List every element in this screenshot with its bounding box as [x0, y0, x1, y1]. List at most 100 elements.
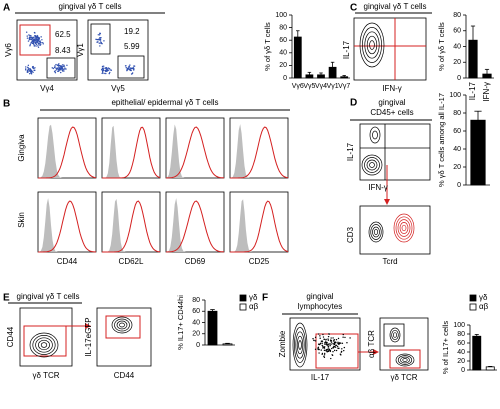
- flow-plot: [353, 17, 427, 81]
- event-dot: [335, 341, 337, 344]
- gate: [117, 55, 145, 79]
- event-dot: [323, 338, 325, 341]
- x-tick-label: Vγ6: [292, 83, 304, 90]
- event-dot: [333, 339, 335, 341]
- event-dot: [125, 65, 127, 67]
- event-dot: [342, 336, 344, 338]
- event-dot: [26, 35, 28, 37]
- event-dot: [104, 70, 107, 72]
- axis-label: Zombie: [278, 330, 287, 357]
- histogram-sample: [102, 200, 161, 253]
- legend-swatch: [469, 303, 477, 311]
- event-dot: [329, 344, 331, 347]
- contour: [114, 318, 130, 332]
- row-label: Gingiva: [17, 134, 26, 162]
- event-dot: [128, 66, 130, 68]
- event-dot: [331, 354, 333, 356]
- event-dot: [327, 346, 329, 348]
- event-dot: [107, 67, 110, 69]
- event-dot: [324, 342, 326, 344]
- event-dot: [129, 64, 131, 66]
- contour: [116, 320, 128, 330]
- axis-label: CD44: [114, 371, 135, 380]
- panel-title: gingival: [306, 292, 333, 301]
- event-dot: [97, 39, 99, 41]
- event-dot: [97, 34, 100, 36]
- panel-title: lymphocytes: [298, 302, 342, 311]
- event-dot: [330, 343, 332, 345]
- event-dot: [54, 70, 56, 72]
- contour: [399, 222, 409, 234]
- event-dot: [42, 41, 44, 44]
- contour: [32, 335, 56, 355]
- event-dot: [325, 338, 327, 341]
- contour: [395, 216, 413, 240]
- event-dot: [330, 347, 333, 350]
- event-dot: [38, 36, 40, 39]
- y-tick-label: 0: [283, 75, 287, 82]
- bar: [482, 73, 492, 79]
- panel-letter: B: [3, 99, 10, 110]
- legend-label: γδ: [249, 293, 258, 302]
- event-dot: [60, 71, 62, 74]
- y-tick-label: 100: [275, 12, 287, 19]
- flow-plot: [289, 317, 361, 371]
- event-dot: [34, 34, 36, 37]
- panel-letter: C: [350, 3, 357, 14]
- event-dot: [32, 67, 35, 69]
- event-dot: [98, 39, 101, 41]
- y-axis-label: % IL17+ CD44hi: [176, 295, 185, 350]
- event-dot: [133, 68, 135, 71]
- panel-title: epithelial/ epidermal γδ T cells: [111, 98, 218, 107]
- panel-title: gingival: [378, 98, 405, 107]
- axis-label: IL-17: [311, 373, 330, 382]
- event-dot: [314, 336, 317, 339]
- contour: [391, 329, 399, 341]
- event-dot: [323, 354, 326, 356]
- axis-label: IL-17: [346, 142, 355, 161]
- flow-plot: [359, 123, 431, 181]
- histogram-control: [230, 199, 288, 252]
- y-tick-label: 20: [279, 62, 287, 69]
- event-dot: [333, 343, 335, 346]
- marker-label: CD44: [57, 257, 78, 266]
- gate-value: 19.2: [124, 27, 140, 36]
- panel-letter: E: [3, 293, 10, 304]
- axis-label: Tcrd: [382, 257, 397, 266]
- event-dot: [332, 351, 334, 353]
- histogram-control: [102, 125, 160, 178]
- event-dot: [333, 345, 336, 348]
- event-dot: [327, 343, 330, 345]
- event-dot: [36, 41, 38, 43]
- event-dot: [131, 72, 133, 75]
- event-dot: [317, 333, 320, 335]
- event-dot: [37, 46, 40, 49]
- event-dot: [29, 68, 31, 70]
- event-dot: [126, 69, 128, 72]
- histogram-sample: [165, 200, 225, 253]
- event-dot: [57, 70, 59, 72]
- y-tick-label: 80: [453, 110, 461, 117]
- x-tick-label: IFN-γ: [482, 82, 491, 102]
- legend-label: αβ: [479, 302, 489, 311]
- legend-swatch: [239, 303, 247, 311]
- contour: [397, 219, 411, 237]
- y-tick-label: 100: [453, 322, 465, 329]
- event-dot: [33, 44, 35, 46]
- x-tick-label: IL-17: [468, 81, 477, 100]
- event-dot: [54, 71, 57, 74]
- event-dot: [335, 338, 338, 341]
- event-dot: [99, 37, 101, 39]
- bar: [470, 119, 486, 186]
- event-dot: [61, 68, 64, 70]
- event-dot: [321, 340, 324, 342]
- panel-title: gingival γδ T cells: [17, 292, 80, 301]
- y-tick-label: 20: [457, 358, 465, 365]
- panel-title: gingival γδ T cells: [59, 2, 122, 11]
- event-dot: [100, 36, 102, 39]
- event-dot: [103, 40, 105, 42]
- event-dot: [99, 45, 101, 47]
- bar: [472, 335, 482, 371]
- y-axis-label: % of γδ T cells: [437, 22, 446, 71]
- event-dot: [64, 67, 66, 69]
